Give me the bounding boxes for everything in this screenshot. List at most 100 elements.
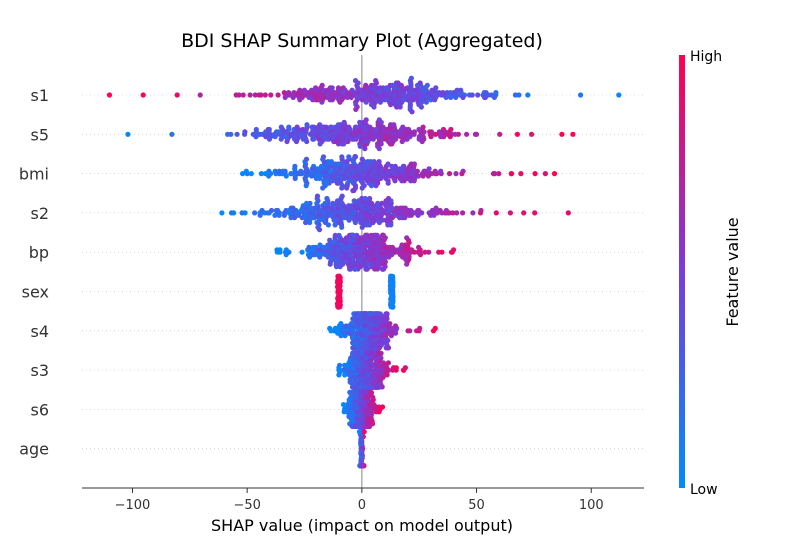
feature-label-s2: s2 xyxy=(30,204,49,223)
shap-point-s5 xyxy=(324,136,330,142)
shap-point-bmi xyxy=(240,171,246,177)
shap-point-bp xyxy=(415,249,421,255)
shap-point-bmi xyxy=(339,185,345,191)
shap-point-s2 xyxy=(341,215,347,221)
shap-point-s1 xyxy=(297,87,303,93)
shap-point-s2 xyxy=(290,205,296,211)
feature-label-s4: s4 xyxy=(30,322,49,341)
shap-point-age xyxy=(359,463,365,469)
shap-point-s5 xyxy=(349,136,355,142)
shap-point-s5 xyxy=(378,119,384,125)
shap-point-sex xyxy=(337,304,343,310)
shap-point-s1 xyxy=(252,92,258,98)
shap-point-bmi xyxy=(276,168,282,174)
feature-label-s1: s1 xyxy=(30,86,49,105)
shap-point-s2 xyxy=(429,207,435,214)
shap-point-s1 xyxy=(329,85,335,91)
shap-point-s5 xyxy=(278,136,284,142)
shap-point-s2 xyxy=(367,195,373,202)
shap-point-s4 xyxy=(362,311,368,317)
shap-point-s1 xyxy=(324,87,331,93)
shap-point-s6 xyxy=(340,402,347,408)
shap-point-bp xyxy=(411,249,417,255)
shap-point-s1 xyxy=(440,90,446,96)
shap-point-s5 xyxy=(438,134,444,140)
shap-point-s2 xyxy=(389,205,395,211)
shap-point-bp xyxy=(339,237,345,243)
shap-point-s1 xyxy=(419,99,425,105)
shap-point-s4 xyxy=(373,345,379,351)
shap-point-s5 xyxy=(428,134,434,140)
shap-point-bp xyxy=(383,244,390,250)
shap-point-s2 xyxy=(322,200,328,206)
shap-point-s1 xyxy=(414,82,421,88)
shap-point-s1 xyxy=(377,85,383,91)
shap-point-s1 xyxy=(341,94,347,100)
shap-point-s1 xyxy=(320,97,326,103)
shap-point-s1 xyxy=(377,99,383,105)
shap-point-s6 xyxy=(356,423,362,429)
shap-point-bp xyxy=(396,247,402,253)
shap-point-s1 xyxy=(291,90,297,96)
shap-point-bp xyxy=(363,232,369,238)
shap-point-s5 xyxy=(570,131,576,137)
shap-point-s1 xyxy=(388,102,394,108)
x-axis-label: SHAP value (impact on model output) xyxy=(211,516,513,535)
shap-point-bmi xyxy=(272,168,278,174)
shap-point-s4 xyxy=(342,333,348,339)
shap-point-bp xyxy=(416,244,422,250)
shap-point-s2 xyxy=(565,210,571,216)
shap-point-s5 xyxy=(327,124,334,130)
shap-point-s1 xyxy=(334,94,340,100)
shap-point-bp xyxy=(274,247,280,253)
shap-point-s6 xyxy=(379,404,386,410)
shap-point-s3 xyxy=(385,360,391,366)
shap-point-s5 xyxy=(445,131,451,137)
shap-point-s2 xyxy=(362,195,368,202)
shap-point-s2 xyxy=(328,212,334,218)
shap-point-s5 xyxy=(514,131,521,137)
shap-point-s1 xyxy=(525,92,531,98)
shap-point-bmi xyxy=(298,168,304,174)
shap-point-s4 xyxy=(380,316,386,322)
shap-point-bmi xyxy=(532,171,538,177)
shap-point-bmi xyxy=(389,163,395,169)
shap-point-s3 xyxy=(362,384,368,390)
shap-point-bmi xyxy=(408,161,414,167)
shap-point-bmi xyxy=(434,171,440,177)
shap-point-bp xyxy=(379,266,386,272)
shap-point-s5 xyxy=(367,124,373,130)
shap-point-s1 xyxy=(363,99,369,105)
shap-point-s5 xyxy=(427,129,433,135)
shap-point-bmi xyxy=(496,171,502,177)
shap-point-s1 xyxy=(286,90,292,96)
shap-point-s1 xyxy=(412,87,418,93)
shap-point-bp xyxy=(364,266,370,272)
x-tick-label: 100 xyxy=(579,498,604,513)
shap-point-s5 xyxy=(333,138,339,145)
shap-point-bmi xyxy=(350,188,356,194)
shap-point-s3 xyxy=(346,372,352,378)
shap-point-bp xyxy=(299,249,305,255)
shap-point-bp xyxy=(346,264,352,270)
shap-point-s5 xyxy=(373,126,379,133)
shap-point-s1 xyxy=(281,90,287,96)
shap-point-bp xyxy=(403,256,409,262)
shap-point-bmi xyxy=(248,171,254,177)
shap-point-bp xyxy=(404,235,410,241)
shap-point-s5 xyxy=(361,119,367,125)
shap-point-s3 xyxy=(384,372,390,378)
shap-point-s4 xyxy=(405,328,411,334)
shap-point-s2 xyxy=(276,212,282,218)
shap-point-s2 xyxy=(408,212,414,218)
shap-point-s1 xyxy=(433,85,439,91)
shap-point-bmi xyxy=(336,161,342,167)
shap-point-bp xyxy=(378,237,384,243)
shap-point-s1 xyxy=(357,87,364,93)
shap-point-sex xyxy=(389,295,395,301)
shap-point-s1 xyxy=(383,85,389,91)
shap-point-bmi xyxy=(400,163,406,169)
shap-point-s5 xyxy=(416,136,422,142)
shap-point-bp xyxy=(422,249,428,255)
